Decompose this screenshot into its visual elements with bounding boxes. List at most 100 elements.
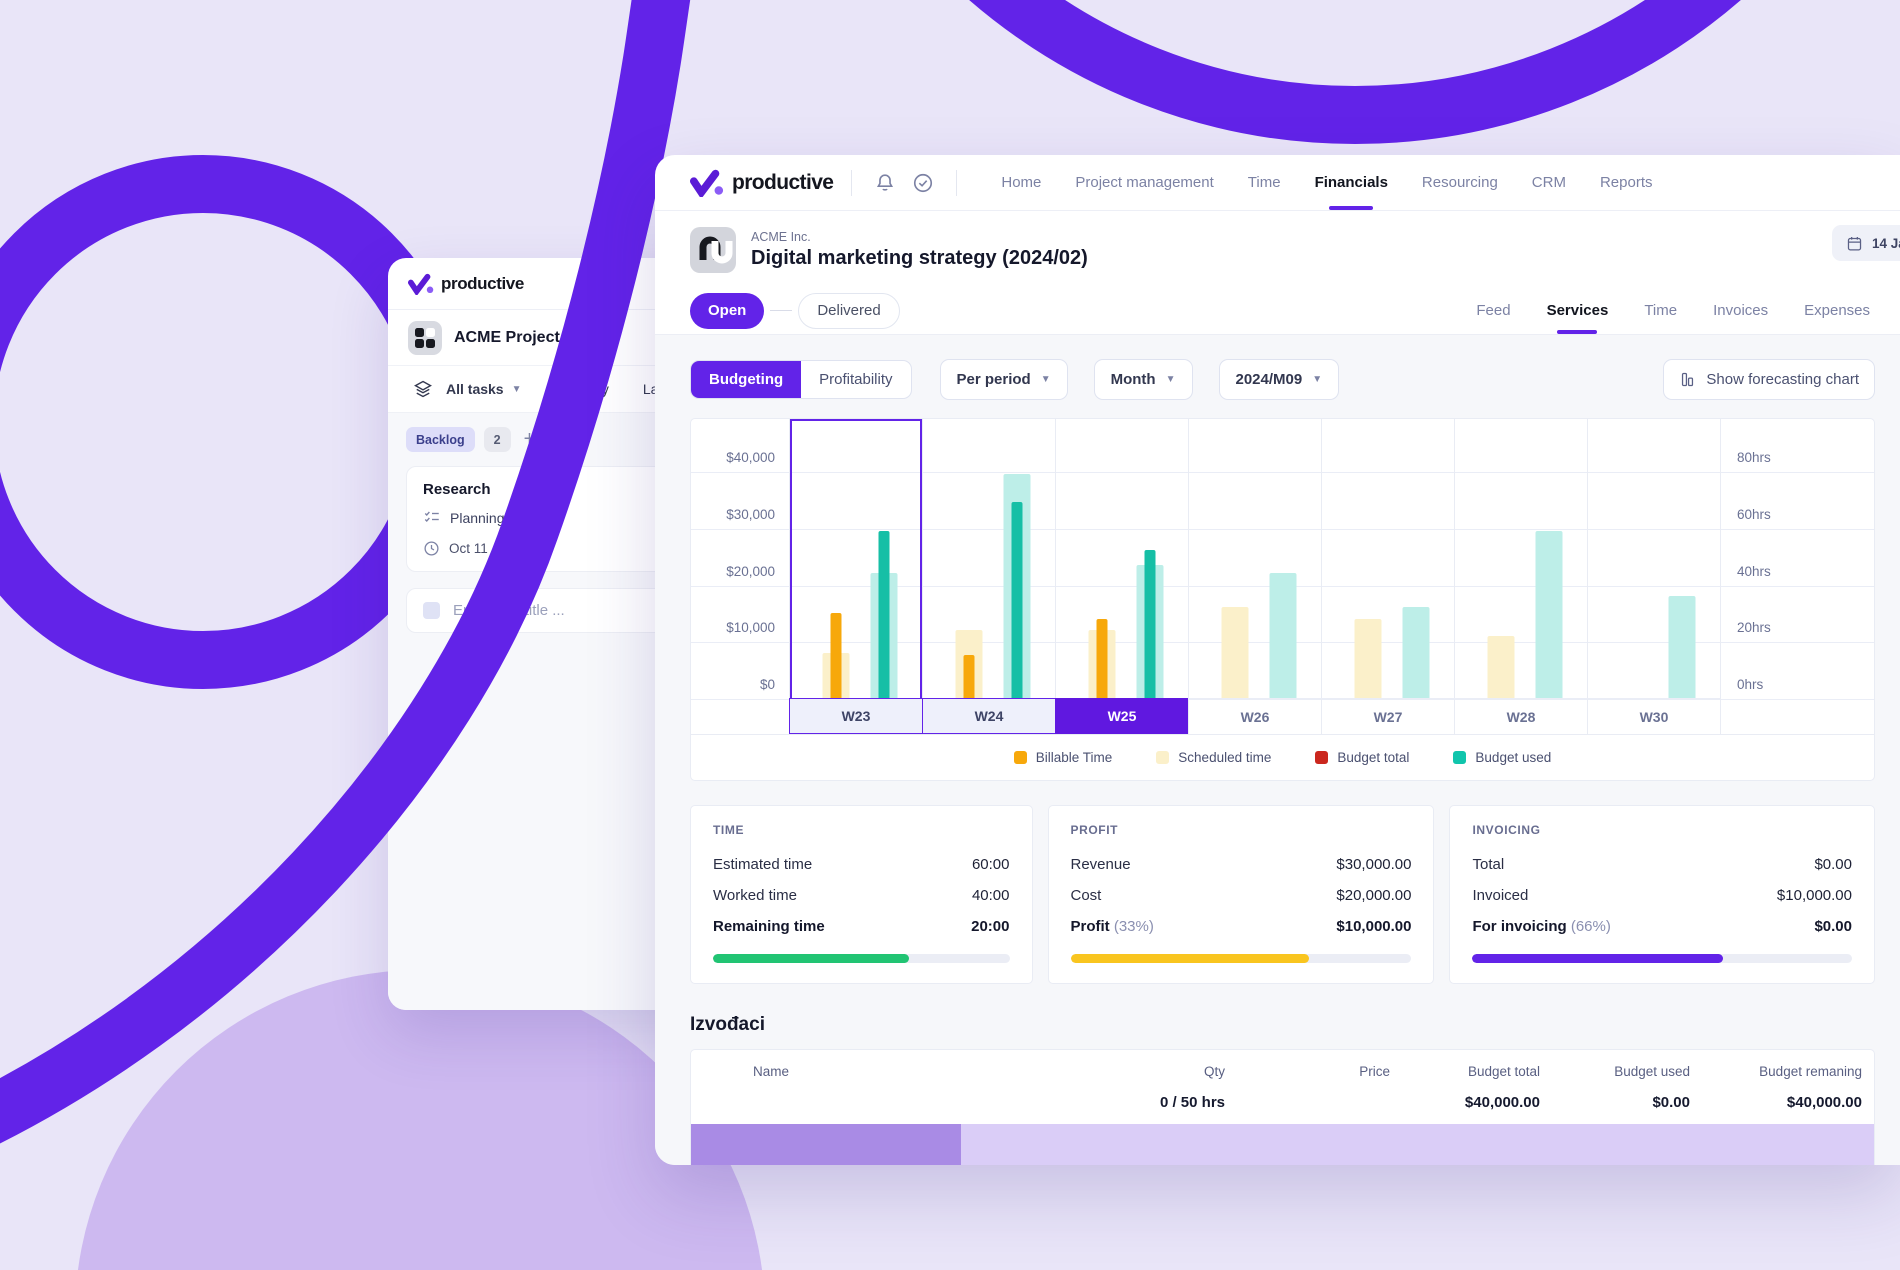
week-label-w25[interactable]: W25 — [1055, 698, 1189, 734]
chart-column-w25[interactable]: W25 — [1055, 419, 1189, 734]
cell-budget-total: $40,000.00 — [1464, 1093, 1540, 1111]
due-date: Oct 11 — [449, 541, 488, 556]
nav-item-home[interactable]: Home — [1001, 174, 1042, 191]
date-chip[interactable]: 14 Jan — [1831, 225, 1900, 261]
column-header-price[interactable]: Price — [1359, 1063, 1390, 1079]
status-delivered-pill[interactable]: Delivered — [798, 292, 900, 329]
productive-wordmark: productive — [441, 273, 524, 293]
nav-item-project-management[interactable]: Project management — [1075, 174, 1214, 191]
legend-item-budget-total: Budget total — [1315, 750, 1409, 765]
new-task-input[interactable] — [453, 602, 633, 619]
tab-profitability[interactable]: Profitability — [819, 371, 893, 388]
week-label-w24[interactable]: W24 — [922, 698, 1056, 734]
bar-scheduled-time — [1354, 618, 1382, 698]
nav-item-time[interactable]: Time — [1247, 174, 1281, 191]
metric-value: 40:00 — [971, 887, 1010, 904]
chart-column-w28[interactable]: W28 — [1454, 419, 1588, 734]
toolbar-today[interactable]: Today — [571, 381, 609, 397]
budgeting-chart-card: $0 $10,000 $20,000 $30,000 $40,000 W23 W24 W25 W… — [690, 418, 1875, 781]
metric-suffix: (66%) — [1566, 918, 1611, 935]
card-title: INVOICING — [1472, 823, 1541, 837]
progress-bar — [1070, 954, 1412, 963]
legend-label: Budget used — [1475, 750, 1552, 765]
legend-label: Scheduled time — [1178, 750, 1272, 765]
gridline — [691, 472, 1874, 473]
tab-expenses[interactable]: Expenses — [1804, 302, 1870, 319]
tab-budgeting[interactable]: Budgeting — [691, 361, 802, 398]
metric-row-estimated-time: Estimated time 60:00 — [713, 849, 1010, 880]
legend-item-billable-time: Billable Time — [1013, 750, 1112, 765]
metric-value: 20:00 — [971, 918, 1010, 935]
status-and-tabs-row: Open Delivered Feed Services Time Invoices E… — [655, 283, 1900, 335]
y-axis-label: $10,000 — [726, 620, 775, 636]
tab-services[interactable]: Services — [1547, 287, 1609, 334]
column-header-budget-remaning[interactable]: Budget remaning — [1759, 1063, 1862, 1079]
add-column-icon[interactable]: + — [523, 428, 536, 450]
legend-item-scheduled-time: Scheduled time — [1156, 750, 1271, 765]
metric-value: $0.00 — [1814, 856, 1852, 873]
chart-legend: Billable Time Scheduled time Budget total B… — [691, 735, 1874, 780]
layers-icon — [408, 374, 438, 404]
metric-row-revenue: Revenue $30,000.00 — [1071, 849, 1412, 880]
subtask-label: Planning — [450, 510, 505, 526]
week-label-w26[interactable]: W26 — [1188, 698, 1322, 734]
breadcrumb-client[interactable]: ACME Inc. — [751, 230, 811, 244]
column-header-qty[interactable]: Qty — [1203, 1063, 1225, 1079]
legend-label: Budget total — [1337, 750, 1410, 765]
progress-fill — [1472, 954, 1723, 963]
check-circle-icon[interactable] — [908, 168, 938, 198]
hours-axis-label: 80hrs — [1737, 450, 1771, 465]
week-label-w27[interactable]: W27 — [1321, 698, 1455, 734]
view-toggle: Budgeting Profitability — [690, 360, 912, 399]
tab-time[interactable]: Time — [1644, 302, 1678, 319]
metric-row-profit: Profit (33%) $10,000.00 — [1071, 911, 1412, 942]
nav-item-resourcing[interactable]: Resourcing — [1421, 174, 1498, 191]
column-header-budget-total[interactable]: Budget total — [1467, 1063, 1540, 1079]
filter-all-tasks[interactable]: All tasks — [446, 381, 504, 397]
dropdown-value: Month — [1110, 371, 1156, 388]
progress-bar — [713, 954, 1010, 963]
bar-budget-used — [878, 530, 890, 698]
hours-axis-label: 0hrs — [1737, 677, 1764, 692]
notifications-bell-icon[interactable] — [870, 168, 900, 198]
tab-feed[interactable]: Feed — [1476, 302, 1511, 319]
backlog-count-badge: 2 — [483, 427, 511, 452]
hours-axis-label: 60hrs — [1737, 506, 1771, 522]
metric-suffix: (33%) — [1109, 918, 1154, 935]
chart-column-w23[interactable]: W23 — [789, 419, 923, 734]
nav-item-crm[interactable]: CRM — [1531, 174, 1566, 191]
column-header-budget-used[interactable]: Budget used — [1614, 1063, 1690, 1079]
nav-item-reports[interactable]: Reports — [1599, 174, 1653, 191]
main-app-window: productive Home Project management Time Fin… — [655, 155, 1900, 1165]
table-row[interactable]: 0 / 50 hrs $40,000.00 $0.00 $40,000.00 — [691, 1086, 1874, 1118]
chart-column-w30[interactable]: W30 — [1587, 419, 1721, 734]
dropdown-month[interactable]: Month ▼ — [1093, 359, 1193, 400]
metric-value: 60:00 — [971, 856, 1010, 873]
chart-column-w27[interactable]: W27 — [1321, 419, 1455, 734]
column-header-name[interactable]: Name — [753, 1063, 790, 1079]
clock-icon — [424, 541, 439, 556]
week-label-w30[interactable]: W30 — [1587, 698, 1721, 734]
metric-label: Cost — [1070, 887, 1102, 904]
y-axis-label: $20,000 — [726, 563, 775, 579]
week-label-w23[interactable]: W23 — [789, 698, 923, 734]
chart-column-w26[interactable]: W26 — [1188, 419, 1322, 734]
y-axis-label: $0 — [759, 677, 775, 692]
productive-wordmark: productive — [732, 170, 834, 194]
task-checkbox[interactable] — [423, 602, 440, 619]
status-connector — [770, 310, 793, 311]
productive-logo-icon — [408, 273, 434, 295]
status-open-pill[interactable]: Open — [690, 292, 765, 329]
tab-invoices[interactable]: Invoices — [1713, 302, 1769, 319]
dropdown-2024-m09[interactable]: 2024/M09 ▼ — [1218, 359, 1340, 400]
backlog-chip[interactable]: Backlog — [406, 427, 475, 452]
chart-column-w24[interactable]: W24 — [922, 419, 1056, 734]
dropdown-value: Per period — [956, 371, 1031, 388]
metric-label: Estimated time — [713, 856, 813, 873]
show-forecasting-chart-button[interactable]: Show forecasting chart — [1663, 359, 1875, 400]
week-label-w28[interactable]: W28 — [1454, 698, 1588, 734]
nav-item-financials[interactable]: Financials — [1315, 155, 1388, 210]
bar-budget-planned — [1402, 607, 1430, 698]
y-axis-left: $0 $10,000 $20,000 $30,000 $40,000 — [691, 419, 789, 734]
dropdown-per-period[interactable]: Per period ▼ — [939, 359, 1068, 400]
